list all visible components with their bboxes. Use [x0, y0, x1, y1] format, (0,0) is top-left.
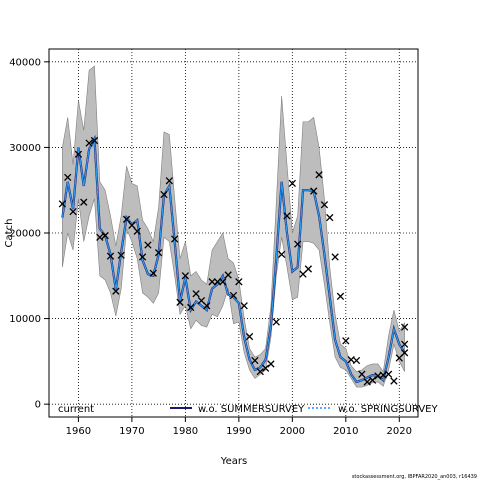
observed-catch-point	[336, 292, 345, 300]
observed-catch-point	[368, 376, 377, 384]
observed-catch-point	[400, 323, 409, 331]
observed-catch-point	[90, 136, 99, 145]
observed-catch-point	[235, 278, 243, 286]
y-axis-title: Catch	[4, 219, 15, 248]
observed-catch-point	[245, 332, 254, 341]
legend-label-summer: w.o. SUMMERSURVEY	[198, 404, 305, 415]
legend-label-spring: w.o. SPRINGSURVEY	[338, 404, 438, 415]
observed-catch-point	[342, 337, 350, 345]
observed-catch-point	[294, 240, 302, 248]
legend: current w.o. SUMMERSURVEY w.o. SPRINGSUR…	[58, 404, 438, 415]
observed-catch-point	[176, 298, 184, 306]
observed-catch-point	[261, 364, 270, 372]
observed-catch-point	[363, 378, 371, 386]
observed-catch-point	[122, 215, 131, 223]
observed-catch-point	[224, 271, 232, 279]
observed-catch-point	[112, 287, 120, 295]
observed-catch-point	[160, 190, 168, 199]
x-axis-title: Years	[220, 456, 247, 467]
y-tick-label: 20000	[9, 229, 41, 240]
x-tick-label: 2010	[333, 426, 358, 437]
observed-catch-point	[277, 250, 286, 259]
observed-catch-point	[144, 241, 152, 249]
observed-catch-point	[240, 302, 248, 310]
observed-catch-point	[101, 231, 109, 240]
x-tick-label: 1960	[66, 426, 91, 437]
observed-catch-point	[187, 303, 195, 312]
x-tick-label: 2000	[280, 426, 305, 437]
observed-catch-point	[352, 356, 361, 365]
observed-catch-point	[288, 179, 296, 188]
observed-catch-point	[171, 235, 179, 243]
observed-catch-point	[128, 221, 136, 229]
observed-catch-point	[251, 356, 259, 365]
observed-catch-point	[74, 150, 83, 158]
observed-catch-point	[358, 370, 366, 378]
observed-catch-point	[310, 187, 318, 195]
observed-catch-point	[192, 290, 200, 298]
observed-catch-point	[384, 370, 393, 378]
y-tick-label: 30000	[9, 143, 41, 154]
observed-catch-point	[181, 272, 190, 280]
y-tick-label: 10000	[9, 314, 41, 325]
legend-label-current: current	[58, 404, 94, 415]
observed-catch-point	[326, 213, 334, 222]
x-tick-label: 1990	[226, 426, 251, 437]
observed-catch-point	[283, 212, 291, 220]
observed-catch-point	[229, 291, 238, 300]
observed-catch-point	[320, 201, 329, 209]
observed-catch-point	[149, 269, 157, 277]
observed-catch-point	[58, 200, 67, 208]
x-tick-label: 1980	[173, 426, 198, 437]
observed-catch-point	[85, 139, 93, 147]
observed-catch-point	[208, 278, 216, 286]
observed-catch-point	[400, 349, 409, 357]
x-axis-ticks: 1960 1970 1980 1990 2000 2010 2020	[66, 417, 412, 437]
y-axis-ticks: 0 10000 20000 30000 40000	[9, 57, 49, 411]
observed-catch-point	[138, 253, 147, 261]
credit-text: stockassessment.org, IBPFAR2020_an003, r…	[352, 474, 477, 480]
observed-catch-point	[213, 278, 222, 286]
observed-catch-point	[304, 265, 313, 273]
x-tick-label: 1970	[119, 426, 144, 437]
observed-catch-point	[219, 278, 227, 286]
observed-catch-point	[256, 367, 264, 376]
observed-catch-point	[80, 198, 88, 206]
observed-catch-markers	[58, 136, 409, 386]
observed-catch-point	[267, 360, 275, 368]
observed-catch-point	[331, 253, 339, 261]
observed-catch-point	[106, 252, 115, 260]
series-lines-layer	[61, 134, 406, 384]
observed-catch-point	[165, 177, 173, 185]
observed-catch-point	[390, 377, 398, 385]
y-tick-label: 40000	[9, 57, 41, 68]
x-tick-label: 2020	[387, 426, 412, 437]
observed-catch-point	[64, 173, 72, 182]
observed-catch-point	[203, 302, 211, 310]
observed-catch-point	[400, 340, 409, 348]
y-tick-label: 0	[35, 400, 41, 411]
observed-catch-point	[315, 171, 323, 179]
observed-catch-point	[117, 251, 125, 259]
spring-survey-line	[61, 137, 406, 383]
observed-catch-point	[133, 227, 141, 235]
observed-catch-point	[69, 207, 77, 216]
observed-catch-point	[272, 318, 280, 326]
observed-catch-point	[154, 249, 163, 257]
observed-catch-point	[96, 233, 104, 241]
